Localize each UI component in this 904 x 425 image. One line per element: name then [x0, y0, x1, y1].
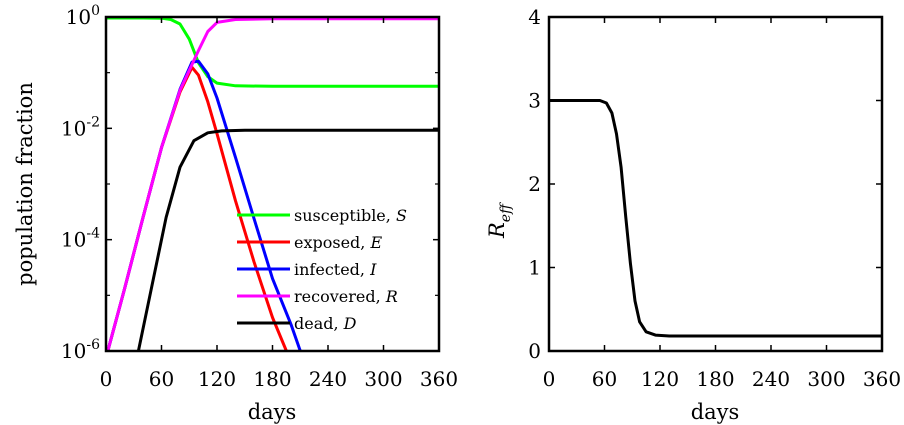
x-tick-label: 60	[592, 367, 617, 391]
x-tick-label: 360	[420, 367, 458, 391]
x-tick-label: 300	[807, 367, 845, 391]
x-tick-label: 60	[149, 367, 174, 391]
x-tick-label: 240	[752, 367, 790, 391]
x-tick-label: 240	[309, 367, 347, 391]
x-tick-label: 180	[696, 367, 734, 391]
series-line-3	[106, 17, 439, 351]
y-tick-label: 4	[528, 5, 541, 29]
x-tick-label: 0	[100, 367, 113, 391]
series-line-0	[106, 17, 439, 88]
legend-entry: susceptible, S	[294, 206, 407, 225]
y-tick-label: 3	[528, 89, 541, 113]
left-y-axis-label: population fraction	[13, 82, 37, 286]
left-x-ticks: 0 60 120 180 240 300 360	[100, 17, 458, 391]
y-tick-label: 100	[66, 3, 100, 29]
series-line-2	[106, 59, 302, 351]
right-x-ticks: 0 60 120 180 240 300 360	[543, 17, 901, 391]
legend: susceptible, S exposed, E infected, I recov…	[237, 206, 407, 333]
y-tick-label: 10-2	[61, 114, 100, 140]
right-y-axis-label: Reff	[485, 202, 514, 239]
x-tick-label: 0	[543, 367, 556, 391]
right-chart-panel: 0 60 120 180 240 300 360 0 1 2 3 4 days Reff	[485, 5, 901, 424]
y-tick-label: 0	[528, 339, 541, 363]
legend-entry: dead, D	[294, 314, 357, 333]
y-tick-label: 1	[528, 256, 541, 280]
x-tick-label: 360	[863, 367, 901, 391]
right-plot-frame	[547, 15, 884, 353]
legend-entry: exposed, E	[294, 233, 382, 252]
x-tick-label: 180	[253, 367, 291, 391]
left-y-ticks: 100 10-2 10-4 10-6	[61, 3, 439, 363]
right-series-lines	[549, 99, 882, 338]
reff-line	[549, 99, 882, 338]
left-chart-panel: susceptible, S exposed, E infected, I recov…	[13, 3, 458, 424]
x-tick-label: 300	[364, 367, 402, 391]
right-x-axis-label: days	[691, 400, 740, 424]
series-line-1	[106, 65, 288, 351]
y-tick-label: 10-4	[61, 226, 100, 252]
y-tick-label: 2	[528, 172, 541, 196]
x-tick-label: 120	[641, 367, 679, 391]
series-line-4	[136, 128, 439, 351]
right-y-ticks: 0 1 2 3 4	[528, 5, 882, 363]
legend-entry: infected, I	[294, 260, 377, 279]
x-tick-label: 120	[198, 367, 236, 391]
left-x-axis-label: days	[248, 400, 297, 424]
legend-entry: recovered, R	[294, 287, 398, 306]
y-tick-label: 10-6	[61, 337, 100, 363]
left-series-lines	[106, 17, 439, 351]
